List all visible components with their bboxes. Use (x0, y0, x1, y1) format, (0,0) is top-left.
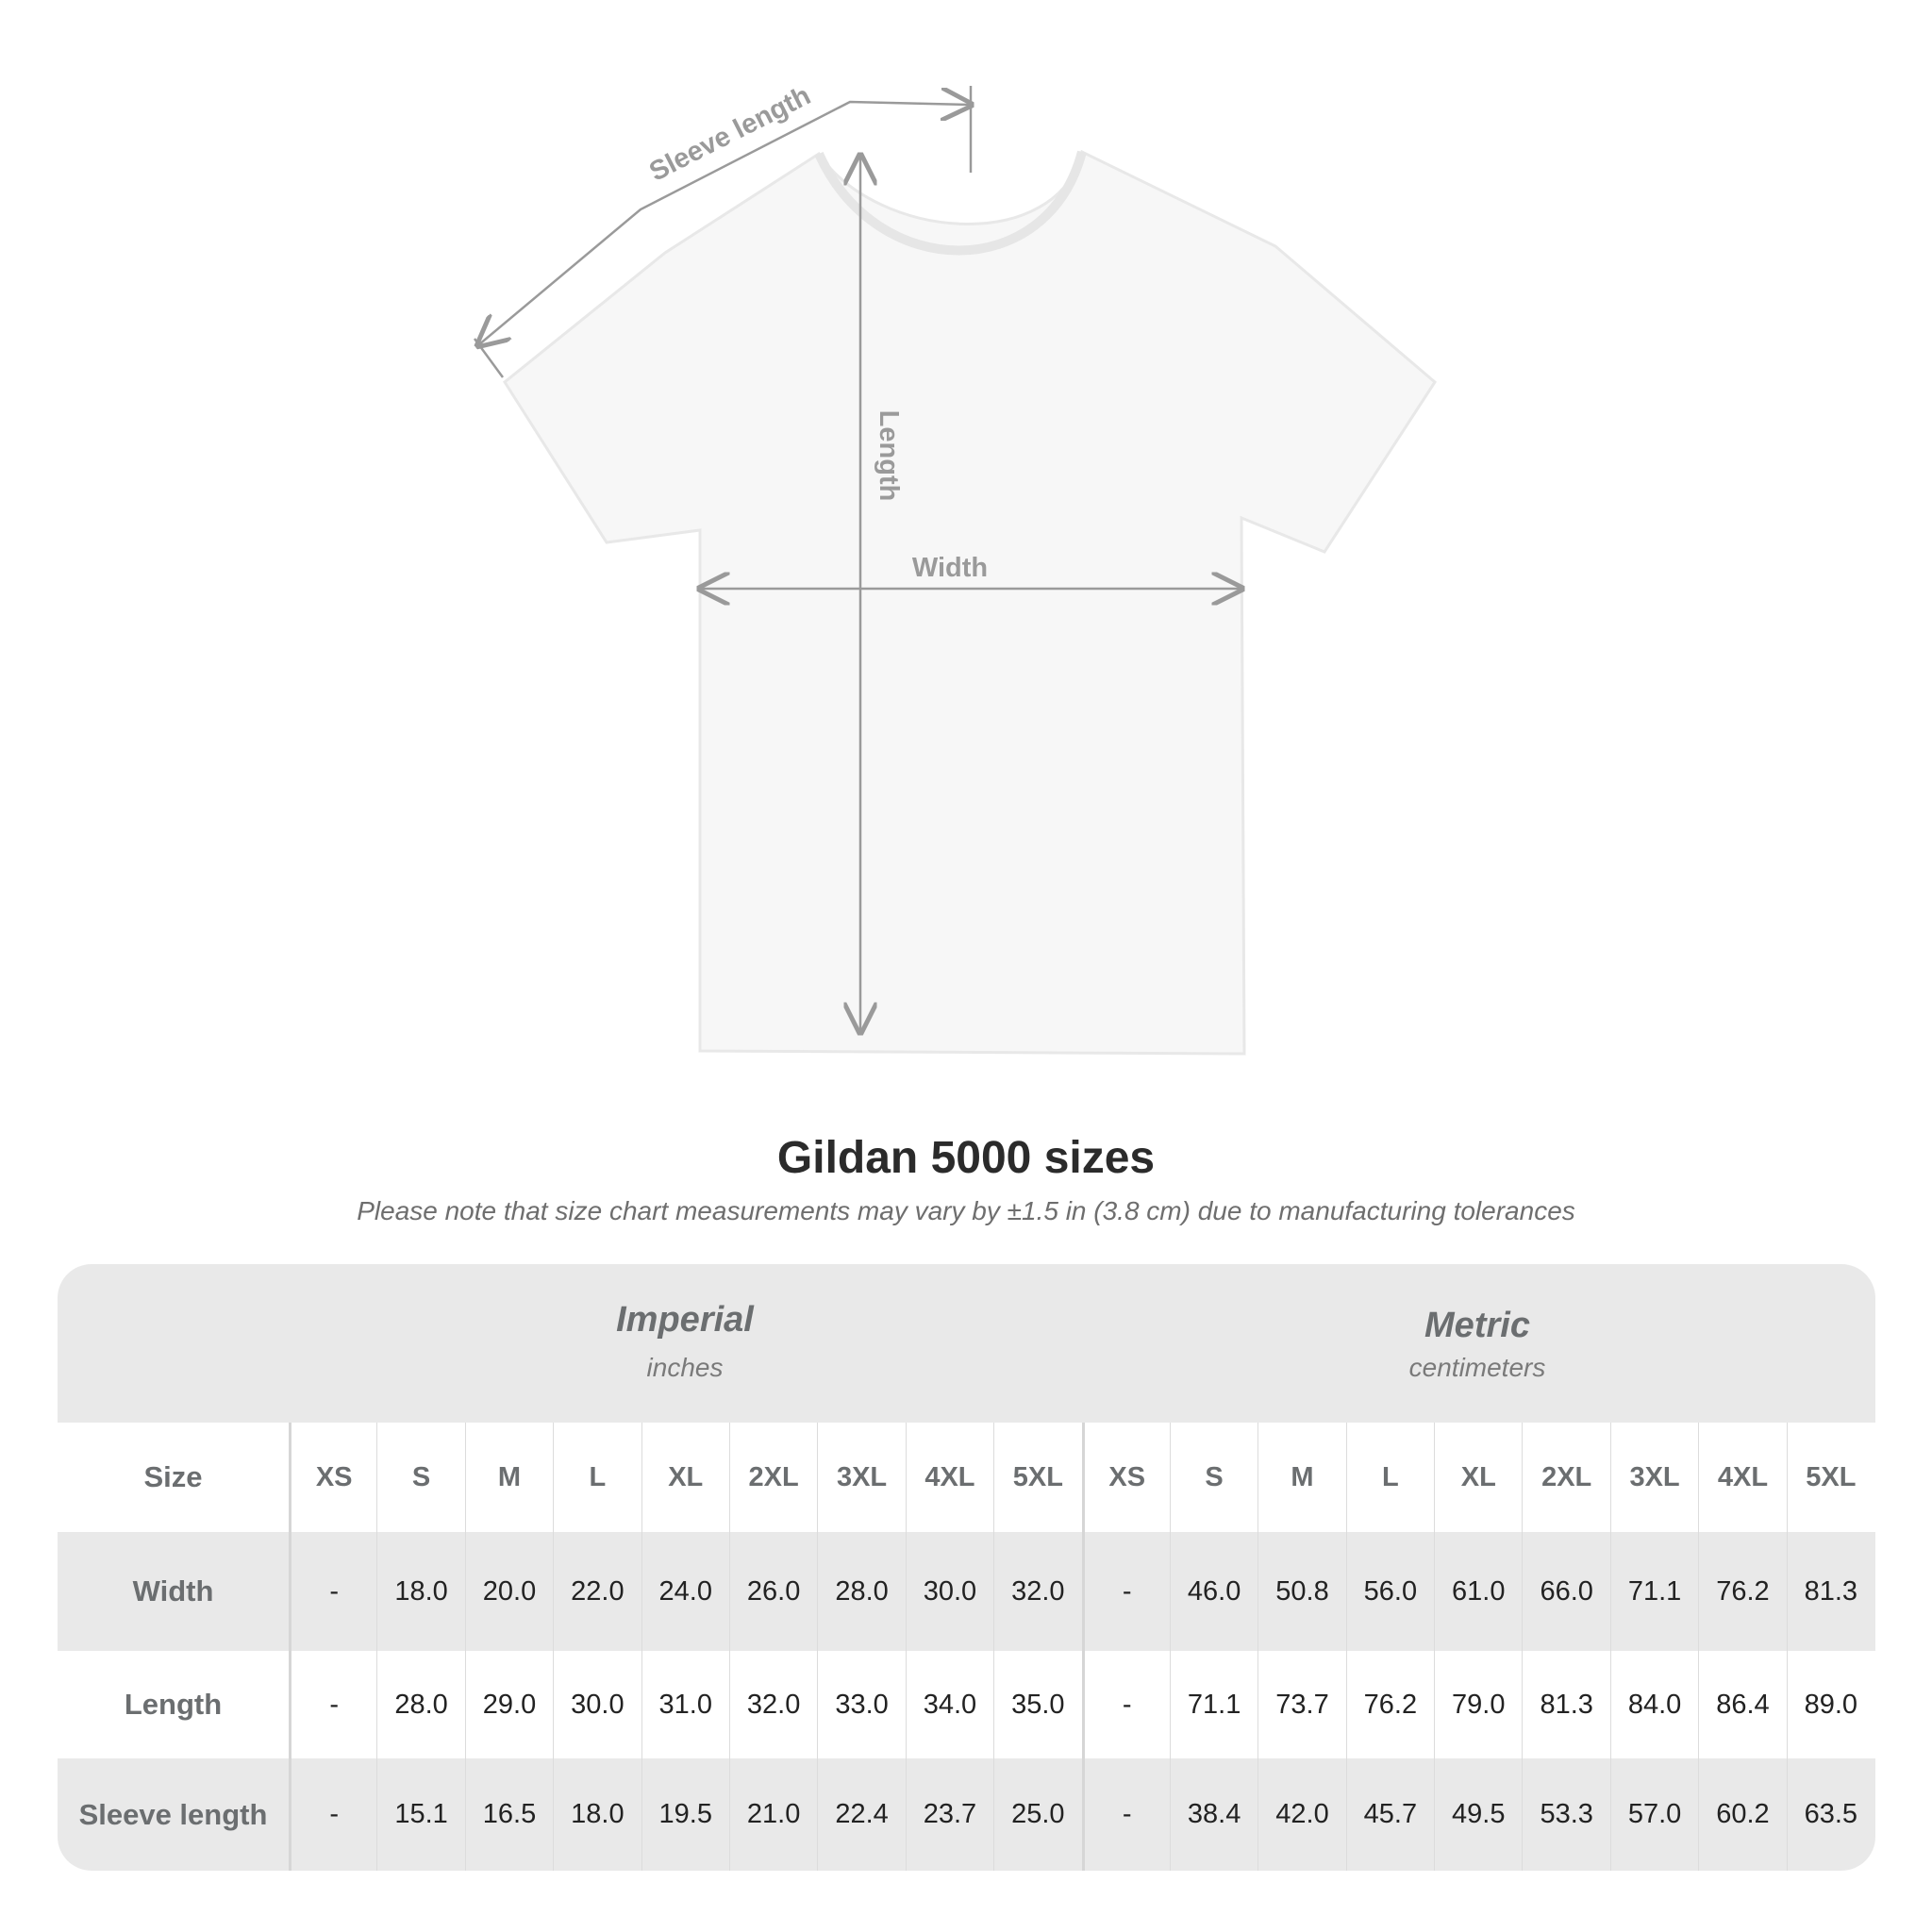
size-header-cell: S (376, 1423, 464, 1532)
value-cell: 89.0 (1786, 1651, 1874, 1758)
size-header-cell: L (1345, 1423, 1434, 1532)
value-cell: 18.0 (553, 1758, 641, 1871)
value-cell: 76.2 (1345, 1651, 1434, 1758)
value-cell: 25.0 (993, 1758, 1081, 1871)
sleeve-tick-left (473, 338, 505, 378)
value-cell: 45.7 (1345, 1758, 1434, 1871)
value-cell: 16.5 (464, 1758, 553, 1871)
value-cell: 28.0 (376, 1651, 464, 1758)
size-header-cell: XS (289, 1423, 376, 1532)
size-header-cell: S (1169, 1423, 1257, 1532)
size-header-cell: XS (1081, 1423, 1170, 1532)
size-header-cell: M (464, 1423, 553, 1532)
size-header-row: Size XS S M L XL 2XL 3XL 4XL 5XL XS S M L XL 2XL 3XL 4XL 5… (58, 1423, 1875, 1532)
row-label: Sleeve length (78, 1797, 268, 1831)
value-cell: 22.4 (817, 1758, 905, 1871)
value-cell: 33.0 (817, 1651, 905, 1758)
value-cell: 32.0 (728, 1651, 817, 1758)
value-cell: 22.0 (553, 1532, 641, 1651)
metric-header: Metric centimeters (1081, 1264, 1874, 1423)
tshirt-shape (503, 149, 1437, 1056)
value-cell: 35.0 (993, 1651, 1081, 1758)
row-label: Width (132, 1574, 214, 1607)
value-cell: 81.3 (1786, 1532, 1874, 1651)
value-cell: 84.0 (1609, 1651, 1698, 1758)
value-cell: 53.3 (1522, 1758, 1609, 1871)
size-header-cell: 2XL (1522, 1423, 1609, 1532)
value-cell: 63.5 (1786, 1758, 1874, 1871)
value-cell: 73.7 (1257, 1651, 1345, 1758)
size-header-cell: 2XL (728, 1423, 817, 1532)
value-cell: 56.0 (1345, 1532, 1434, 1651)
table-row: Length -28.0 29.0 30.0 31.0 32.0 33.0 34.0 35.0-… (58, 1651, 1875, 1758)
value-cell: - (1081, 1758, 1170, 1871)
size-header-cell: XL (641, 1423, 729, 1532)
value-cell: 57.0 (1609, 1758, 1698, 1871)
value-cell: 46.0 (1169, 1532, 1257, 1651)
size-header-cell: 4XL (1698, 1423, 1786, 1532)
value-cell: 26.0 (728, 1532, 817, 1651)
tshirt-diagram: Sleeve length Length Width (0, 80, 1437, 1056)
value-cell: 71.1 (1169, 1651, 1257, 1758)
value-cell: 18.0 (376, 1532, 464, 1651)
value-cell: 81.3 (1522, 1651, 1609, 1758)
row-label: Size (143, 1460, 203, 1493)
value-cell: 20.0 (464, 1532, 553, 1651)
metric-unit: centimeters (1408, 1353, 1546, 1382)
value-cell: 30.0 (905, 1532, 993, 1651)
table-row: Width -18.0 20.0 22.0 24.0 26.0 28.0 30.0 32.0-4… (58, 1532, 1875, 1651)
table-row: Sleeve length -15.1 16.5 18.0 19.5 21.0 22.4 23… (58, 1758, 1875, 1871)
value-cell: 24.0 (641, 1532, 729, 1651)
value-cell: 42.0 (1257, 1758, 1345, 1871)
size-header-cell: M (1257, 1423, 1345, 1532)
value-cell: 50.8 (1257, 1532, 1345, 1651)
size-header-cell: 3XL (1609, 1423, 1698, 1532)
value-cell: 21.0 (728, 1758, 817, 1871)
sleeve-length-arrow (478, 102, 971, 345)
value-cell: 76.2 (1698, 1532, 1786, 1651)
value-cell: - (1081, 1532, 1170, 1651)
size-header-cell: XL (1434, 1423, 1522, 1532)
value-cell: 38.4 (1169, 1758, 1257, 1871)
imperial-unit: inches (646, 1353, 724, 1382)
size-header-cell: 3XL (817, 1423, 905, 1532)
value-cell: - (1081, 1651, 1170, 1758)
value-cell: 23.7 (905, 1758, 993, 1871)
size-header-cell: 5XL (993, 1423, 1081, 1532)
value-cell: 30.0 (553, 1651, 641, 1758)
value-cell: 86.4 (1698, 1651, 1786, 1758)
value-cell: 66.0 (1522, 1532, 1609, 1651)
value-cell: - (289, 1758, 376, 1871)
value-cell: 29.0 (464, 1651, 553, 1758)
value-cell: 28.0 (817, 1532, 905, 1651)
size-table: Imperial inches Metric centimeters Size X… (58, 1264, 1875, 1871)
value-cell: 19.5 (641, 1758, 729, 1871)
value-cell: 32.0 (993, 1532, 1081, 1651)
value-cell: 79.0 (1434, 1651, 1522, 1758)
size-header-cell: L (553, 1423, 641, 1532)
row-label: Length (124, 1688, 223, 1721)
value-cell: 15.1 (376, 1758, 464, 1871)
tolerance-note: Please note that size chart measurements… (357, 1196, 1575, 1225)
value-cell: 71.1 (1609, 1532, 1698, 1651)
imperial-title: Imperial (616, 1300, 754, 1340)
metric-title: Metric (1424, 1306, 1530, 1345)
value-cell: - (289, 1651, 376, 1758)
value-cell: 60.2 (1698, 1758, 1786, 1871)
value-cell: 31.0 (641, 1651, 729, 1758)
size-header-cell: 5XL (1786, 1423, 1874, 1532)
imperial-header: Imperial inches (289, 1264, 1081, 1423)
value-cell: - (289, 1532, 376, 1651)
width-label: Width (912, 553, 988, 583)
value-cell: 61.0 (1434, 1532, 1522, 1651)
length-label: Length (874, 410, 904, 502)
value-cell: 49.5 (1434, 1758, 1522, 1871)
value-cell: 34.0 (905, 1651, 993, 1758)
page-title: Gildan 5000 sizes (776, 1133, 1156, 1183)
size-header-cell: 4XL (905, 1423, 993, 1532)
